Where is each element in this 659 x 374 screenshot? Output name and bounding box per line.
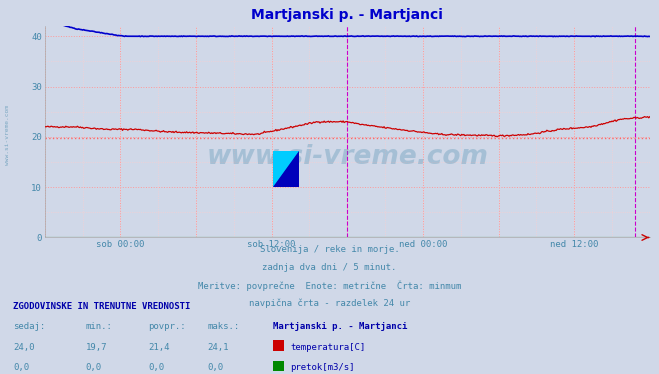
Polygon shape — [273, 151, 299, 187]
Text: navpična črta - razdelek 24 ur: navpična črta - razdelek 24 ur — [249, 299, 410, 308]
Text: povpr.:: povpr.: — [148, 322, 186, 331]
Text: 24,1: 24,1 — [208, 343, 229, 352]
Text: maks.:: maks.: — [208, 322, 240, 331]
Text: min.:: min.: — [86, 322, 113, 331]
Text: ZGODOVINSKE IN TRENUTNE VREDNOSTI: ZGODOVINSKE IN TRENUTNE VREDNOSTI — [13, 301, 190, 310]
Text: 21,4: 21,4 — [148, 343, 170, 352]
Text: pretok[m3/s]: pretok[m3/s] — [290, 363, 355, 372]
Text: Martjanski p. - Martjanci: Martjanski p. - Martjanci — [273, 322, 408, 331]
Polygon shape — [273, 151, 299, 187]
Text: 0,0: 0,0 — [208, 363, 223, 372]
Title: Martjanski p. - Martjanci: Martjanski p. - Martjanci — [251, 8, 444, 22]
Text: 0,0: 0,0 — [86, 363, 101, 372]
Text: temperatura[C]: temperatura[C] — [290, 343, 365, 352]
Text: 24,0: 24,0 — [13, 343, 35, 352]
Text: Meritve: povprečne  Enote: metrične  Črta: minmum: Meritve: povprečne Enote: metrične Črta:… — [198, 281, 461, 291]
Text: 19,7: 19,7 — [86, 343, 107, 352]
Text: 0,0: 0,0 — [148, 363, 164, 372]
Text: 0,0: 0,0 — [13, 363, 29, 372]
Text: www.si-vreme.com: www.si-vreme.com — [5, 105, 11, 165]
Text: www.si-vreme.com: www.si-vreme.com — [206, 144, 488, 170]
Text: zadnja dva dni / 5 minut.: zadnja dva dni / 5 minut. — [262, 263, 397, 272]
Text: sedaj:: sedaj: — [13, 322, 45, 331]
Polygon shape — [273, 151, 299, 187]
Text: Slovenija / reke in morje.: Slovenija / reke in morje. — [260, 245, 399, 254]
